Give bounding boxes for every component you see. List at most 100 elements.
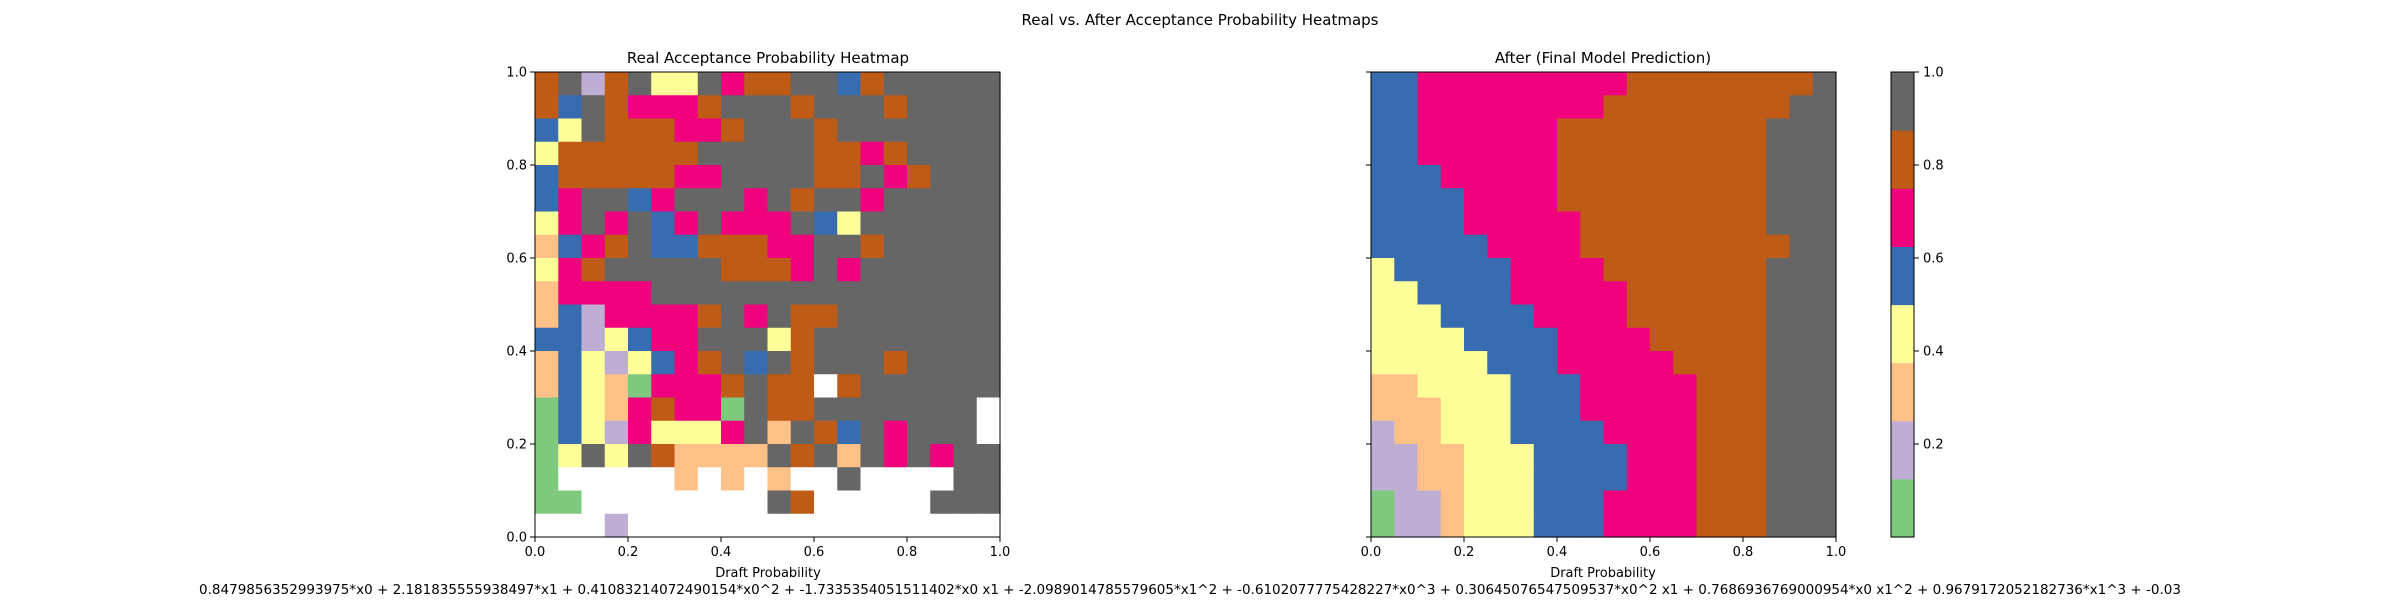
heatmap-cell: [1440, 444, 1465, 468]
heatmap-cell: [976, 72, 1001, 96]
heatmap-cell: [930, 141, 955, 166]
heatmap-cell: [1626, 513, 1651, 538]
heatmap-cell: [1580, 513, 1605, 538]
heatmap-cell: [1394, 258, 1419, 282]
heatmap-cell: [1789, 281, 1814, 306]
heatmap-cell: [1371, 234, 1395, 259]
heatmap-cell: [814, 513, 838, 538]
heatmap-cell: [604, 188, 629, 213]
heatmap-cell: [1464, 188, 1488, 213]
heatmap-cell: [1696, 374, 1721, 399]
heatmap-cell: [1789, 234, 1814, 259]
after-heatmap-ticks: 0.0 0.2 0.4 0.6 0.8 1.0: [1361, 71, 1846, 560]
heatmap-cell: [1533, 444, 1558, 468]
heatmap-cell: [651, 444, 676, 468]
heatmap-cell: [790, 211, 815, 236]
heatmap-cell: [1696, 304, 1721, 329]
heatmap-cell: [883, 165, 908, 189]
heatmap-cell: [1626, 490, 1651, 515]
heatmap-cell: [1696, 467, 1721, 492]
heatmap-cell: [1580, 490, 1605, 515]
heatmap-cell: [1743, 234, 1767, 259]
heatmap-cell: [1371, 258, 1395, 282]
heatmap-cell: [1580, 304, 1605, 329]
heatmap-cell: [1440, 72, 1465, 96]
heatmap-cell: [697, 351, 722, 375]
heatmap-cell: [744, 397, 769, 422]
heatmap-cell: [930, 234, 955, 259]
heatmap-cell: [1766, 513, 1791, 538]
heatmap-cell: [1440, 95, 1465, 120]
heatmap-cell: [1743, 420, 1767, 445]
heatmap-cell: [790, 374, 815, 399]
heatmap-cell: [1580, 258, 1605, 282]
real-heatmap-axes: Real Acceptance Probability Heatmap 0.0 0…: [506, 49, 1010, 581]
heatmap-cell: [1371, 281, 1395, 306]
heatmap-cell: [1626, 118, 1651, 143]
heatmap-cell: [1812, 258, 1837, 282]
heatmap-cell: [1394, 141, 1419, 166]
heatmap-cell: [930, 467, 955, 492]
heatmap-cell: [1789, 513, 1814, 538]
heatmap-cell: [674, 141, 699, 166]
heatmap-cell: [721, 118, 745, 143]
heatmap-cell: [1557, 165, 1581, 189]
heatmap-cell: [1487, 513, 1512, 538]
heatmap-cell: [1626, 327, 1651, 352]
heatmap-cell: [535, 188, 559, 213]
heatmap-cell: [674, 467, 699, 492]
heatmap-cell: [1650, 141, 1674, 166]
heatmap-cell: [581, 444, 606, 468]
heatmap-cell: [558, 397, 583, 422]
heatmap-cell: [976, 118, 1001, 143]
heatmap-cell: [1650, 234, 1674, 259]
heatmap-cell: [535, 72, 559, 96]
heatmap-cell: [697, 72, 722, 96]
heatmap-cell: [1626, 281, 1651, 306]
heatmap-cell: [767, 397, 792, 422]
heatmap-cell: [1626, 188, 1651, 213]
colorbar-segment: [1891, 478, 1914, 538]
heatmap-cell: [628, 72, 652, 96]
formula-caption: 0.8479856352993975*x0 + 2.18183555593849…: [199, 582, 2181, 598]
heatmap-cell: [674, 95, 699, 120]
heatmap-cell: [1696, 513, 1721, 538]
heatmap-cell: [1394, 351, 1419, 375]
heatmap-cell: [1440, 141, 1465, 166]
heatmap-cell: [1650, 444, 1674, 468]
heatmap-cell: [883, 351, 908, 375]
heatmap-cell: [976, 513, 1001, 538]
heatmap-cell: [1580, 444, 1605, 468]
heatmap-cell: [1719, 351, 1744, 375]
heatmap-cell: [651, 118, 676, 143]
heatmap-cell: [976, 234, 1001, 259]
heatmap-cell: [651, 397, 676, 422]
heatmap-cell: [1464, 490, 1488, 515]
heatmap-cell: [1417, 281, 1442, 306]
heatmap-cell: [790, 490, 815, 515]
heatmap-cell: [790, 234, 815, 259]
heatmap-cell: [1719, 513, 1744, 538]
colorbar-frame: [1890, 71, 1915, 538]
heatmap-cell: [604, 327, 629, 352]
heatmap-cell: [1440, 234, 1465, 259]
heatmap-cell: [930, 304, 955, 329]
heatmap-cell: [581, 258, 606, 282]
heatmap-cell: [837, 281, 862, 306]
heatmap-cell: [883, 188, 908, 213]
heatmap-cell: [1719, 281, 1744, 306]
heatmap-cell: [1394, 211, 1419, 236]
heatmap-cell: [837, 95, 862, 120]
heatmap-cell: [790, 397, 815, 422]
heatmap-cell: [1510, 513, 1535, 538]
heatmap-cell: [1417, 188, 1442, 213]
heatmap-cell: [1696, 258, 1721, 282]
heatmap-cell: [558, 281, 583, 306]
heatmap-cell: [1580, 141, 1605, 166]
heatmap-cell: [1789, 397, 1814, 422]
x-tick-label: 1.0: [990, 545, 1011, 560]
heatmap-cell: [1650, 281, 1674, 306]
heatmap-cell: [976, 420, 1001, 445]
heatmap-cell: [1417, 444, 1442, 468]
heatmap-cell: [721, 490, 745, 515]
